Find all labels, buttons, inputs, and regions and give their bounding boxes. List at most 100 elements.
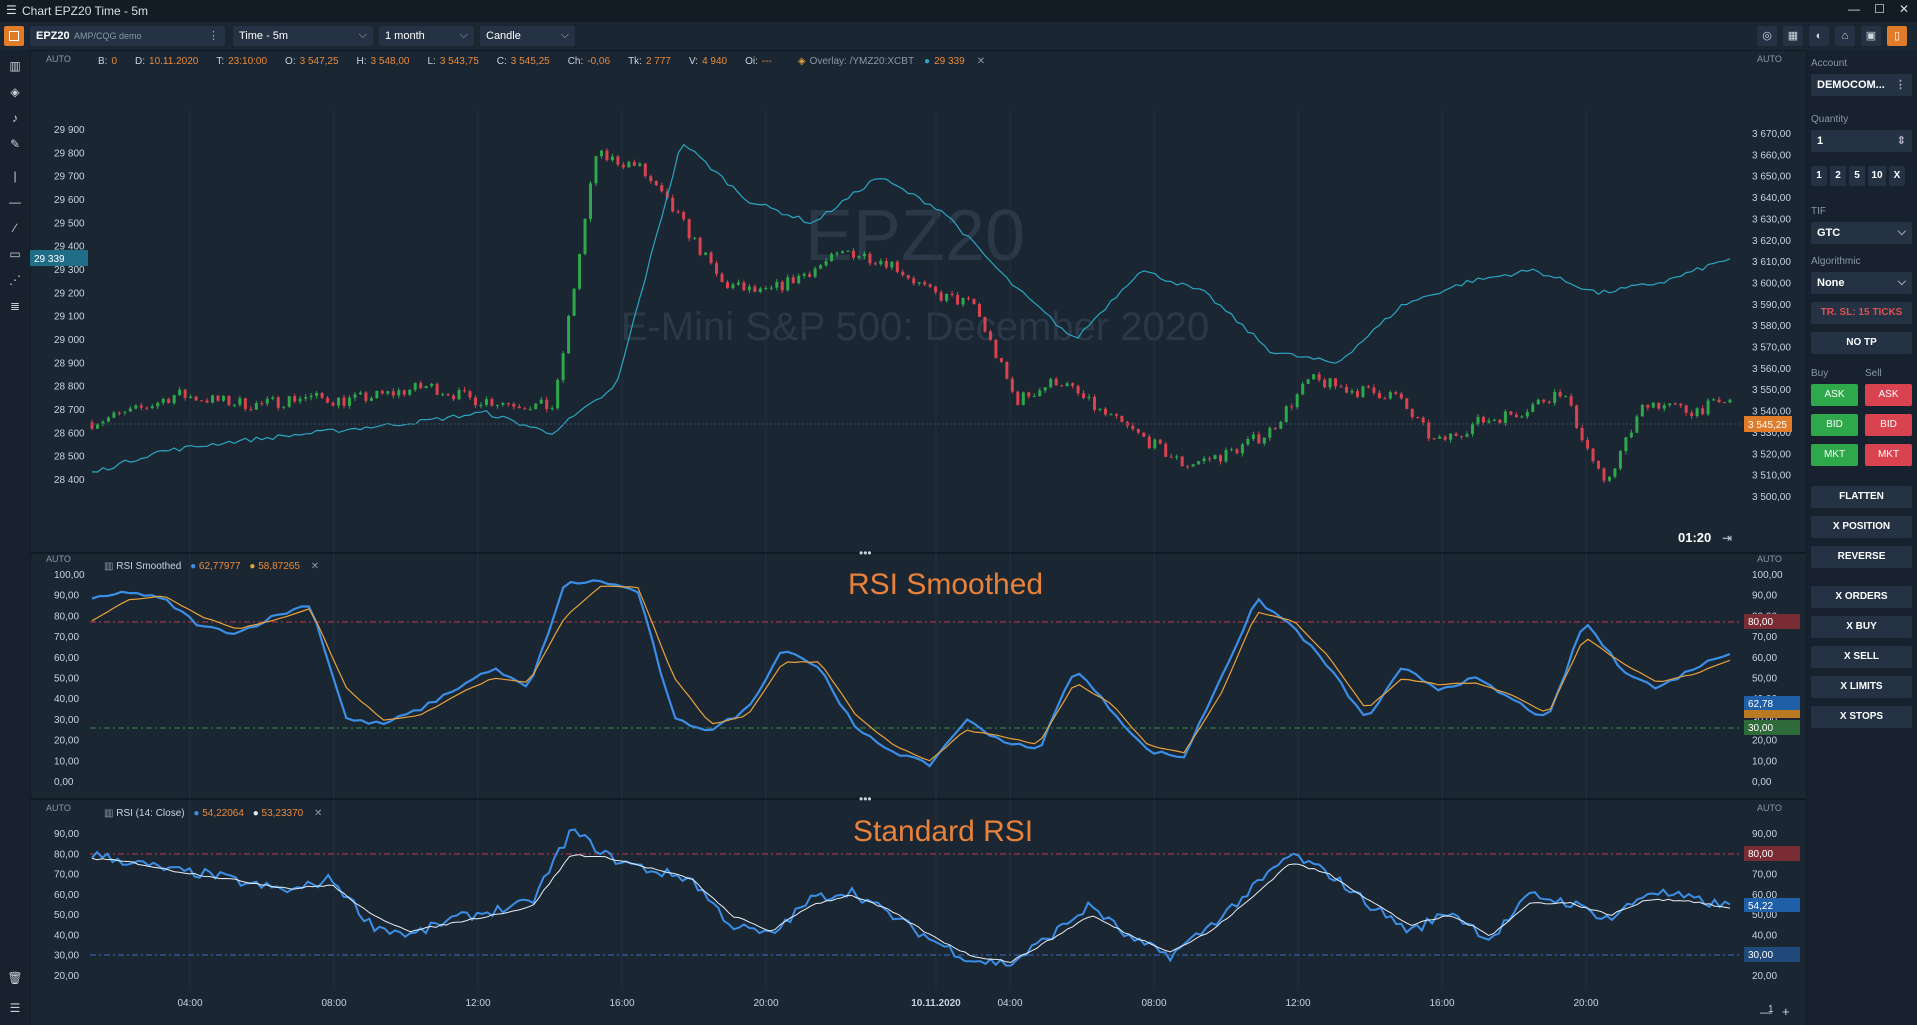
candle-body [342,397,346,406]
trend-line-icon[interactable]: ∕ [13,221,16,235]
horizontal-line-icon[interactable]: — [9,195,21,209]
account-selector[interactable]: DEMOCOM... ⋮ [1811,74,1912,96]
list-icon[interactable]: ☰ [9,1001,21,1015]
sell-ask-button[interactable]: ASK [1865,384,1912,406]
maximize-icon[interactable]: ☐ [1874,2,1885,16]
range-dropdown[interactable]: 1 month ⌵ [379,26,474,46]
close-icon[interactable]: ✕ [1898,2,1909,16]
candle-body [561,353,565,380]
cancel-stops-button[interactable]: X STOPS [1811,706,1912,728]
vertical-line-icon[interactable]: | [13,169,17,183]
rsi-smoothed-legend: ▥ RSI Smoothed ● 62,77977 ● 58,87265 ✕ [104,561,319,572]
zoom-out-icon[interactable]: — [1760,1005,1772,1019]
legend-v: 4 940 [702,56,728,67]
qty-button-2[interactable]: 2 [1830,166,1846,186]
eraser-icon[interactable]: ✎ [9,137,21,151]
legend-b-label: B: [98,56,108,67]
flatten-button[interactable]: FLATTEN [1811,486,1912,508]
fibonacci-icon[interactable]: ≣ [9,299,21,313]
briefcase-icon[interactable]: ▣ [1861,26,1881,46]
remove-indicator-icon[interactable]: ✕ [310,561,320,572]
cancel-sell-button[interactable]: X SELL [1811,646,1912,668]
pitchfork-icon[interactable]: ⋰ [9,273,21,287]
candle-body [1262,437,1266,444]
style-dropdown[interactable]: Candle ⌵ [480,26,575,46]
overlay-tick-label: 29 700 [54,172,85,183]
qty-button-10[interactable]: 10 [1868,166,1886,186]
candle-body [1032,396,1036,398]
quantity-label: Quantity [1811,114,1849,125]
candle-body [1410,408,1414,418]
time-tick-label: 04:00 [177,998,202,1009]
store-icon[interactable]: ⌂ [1835,26,1855,46]
quantity-stepper[interactable]: 1 ⇕ [1811,130,1912,152]
candle-body [391,391,395,396]
time-tick-label: 12:00 [465,998,490,1009]
minimize-icon[interactable]: — [1848,2,1861,16]
scroll-end-icon[interactable]: ⇥ [1722,531,1732,545]
candle-body [1514,414,1518,418]
left-axis-auto[interactable]: AUTO [46,54,71,64]
link-group-icon[interactable] [4,26,24,46]
remove-overlay-icon[interactable]: ✕ [976,56,986,67]
chart-canvas[interactable]: EPZ20 E-Mini S&P 500: December 2020 ••• … [30,50,1806,1025]
resize-handle[interactable]: ••• [859,792,872,806]
alert-bell-icon[interactable]: ♪ [12,111,18,125]
algo-dropdown[interactable]: None ⌵ [1811,272,1912,294]
candle-body [1224,449,1228,462]
rsi-standard-auto-right[interactable]: AUTO [1757,803,1782,813]
candle-body [194,396,198,401]
buy-ask-button[interactable]: ASK [1811,384,1858,406]
candle-body [106,417,110,422]
cancel-orders-button[interactable]: X ORDERS [1811,586,1912,608]
rsi-standard-auto[interactable]: AUTO [46,803,71,813]
tif-dropdown[interactable]: GTC ⌵ [1811,222,1912,244]
take-profit-button[interactable]: NO TP [1811,332,1912,354]
right-axis-auto[interactable]: AUTO [1757,54,1782,64]
cancel-buy-button[interactable]: X BUY [1811,616,1912,638]
sell-bid-button[interactable]: BID [1865,414,1912,436]
candle-body [610,156,614,161]
candle-body [1503,411,1507,423]
more-icon[interactable]: ⋮ [208,30,219,42]
sell-market-button[interactable]: MKT [1865,444,1912,466]
rsi-smoothed-auto-right[interactable]: AUTO [1757,554,1782,564]
price-tick-label: 3 590,00 [1752,300,1791,311]
rsi-smoothed-auto[interactable]: AUTO [46,554,71,564]
chevron-down-icon: ⌵ [459,29,468,41]
close-position-button[interactable]: X POSITION [1811,516,1912,538]
qty-button-1[interactable]: 1 [1811,166,1827,186]
rectangle-icon[interactable]: ▭ [9,247,21,261]
zoom-in-icon[interactable]: + [1782,1004,1790,1019]
reverse-button[interactable]: REVERSE [1811,546,1912,568]
candle-body [1405,398,1409,409]
cancel-limits-button[interactable]: X LIMITS [1811,676,1912,698]
stop-loss-button[interactable]: TR. SL: 15 TICKS [1811,302,1912,324]
symbol-selector[interactable]: EPZ20 AMP/CQG demo ⋮ [30,26,225,46]
panel-toggle-icon[interactable]: ▯ [1887,26,1907,46]
legend-o-label: O: [285,56,296,67]
candle-body [380,390,384,394]
hamburger-menu-icon[interactable]: ☰ [6,3,17,17]
layers-icon[interactable]: ◈ [10,85,20,99]
candle-body [254,403,258,410]
buy-bid-button[interactable]: BID [1811,414,1858,436]
qty-button-5[interactable]: 5 [1849,166,1865,186]
buy-market-button[interactable]: MKT [1811,444,1858,466]
qty-button-clear[interactable]: X [1889,166,1905,186]
timeframe-dropdown[interactable]: Time - 5m ⌵ [233,26,373,46]
chat-icon[interactable]: ◎ [1757,26,1777,46]
chart-type-icon[interactable]: ▥ [9,59,21,73]
mouse-icon[interactable]: ◐ [1809,26,1829,46]
resize-handle[interactable]: ••• [859,546,872,560]
legend-tk: 2 777 [645,56,671,67]
rsi-smoothed-upper-value: 80,00 [1748,617,1773,628]
candle-body [397,390,401,396]
rsi-smoothed-signal-badge [1744,708,1800,718]
candle-body [1186,466,1190,468]
remove-indicator-icon[interactable]: ✕ [314,808,323,819]
trash-icon[interactable]: 🗑 [7,971,23,985]
candle-body [884,261,888,268]
stepper-icon[interactable]: ⇕ [1896,135,1906,147]
layout-icon[interactable]: ▦ [1783,26,1803,46]
